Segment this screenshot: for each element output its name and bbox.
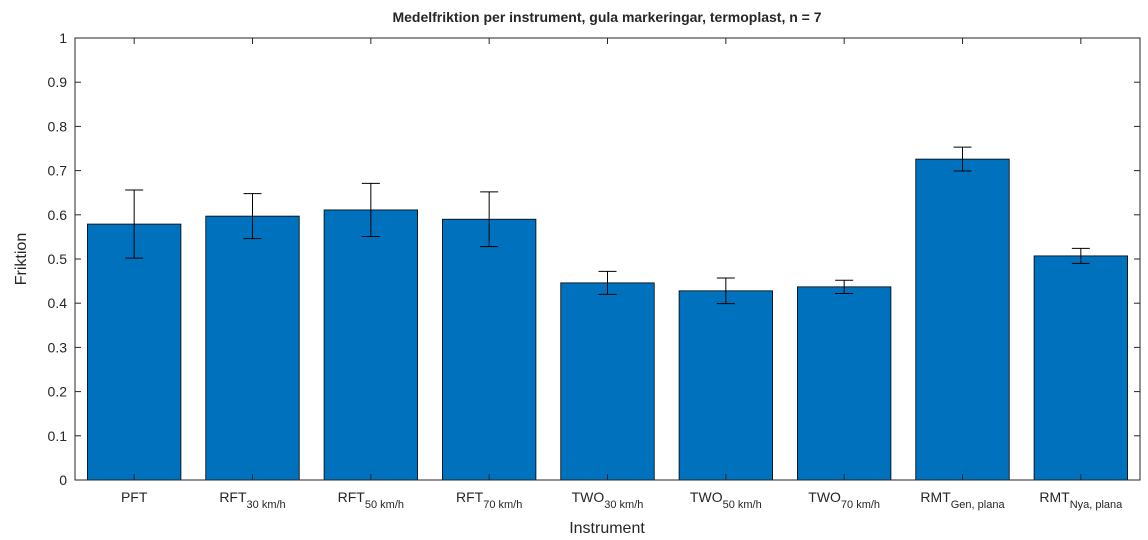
x-tick-label: RFT30 km/h — [219, 489, 285, 511]
x-tick-label-subscript: Gen, plana — [951, 499, 1006, 511]
y-axis-label: Friktion — [13, 233, 30, 285]
y-tick-label: 0.5 — [48, 251, 68, 267]
x-tick-label: RFT50 km/h — [338, 489, 404, 511]
y-tick-label: 0.8 — [48, 118, 68, 134]
x-tick-label-subscript: 50 km/h — [723, 499, 762, 511]
x-axis-label: Instrument — [569, 520, 645, 537]
bar — [323, 209, 418, 481]
x-tick-label-main: RMT — [1039, 489, 1070, 505]
x-tick-label-main: PFT — [121, 489, 148, 505]
x-tick-label-main: RFT — [456, 489, 484, 505]
y-tick-label: 0.3 — [48, 339, 68, 355]
x-tick-label: TWO50 km/h — [690, 489, 762, 511]
x-tick-label-subscript: 30 km/h — [247, 499, 286, 511]
x-tick-label: RFT70 km/h — [456, 489, 522, 511]
x-tick-label-main: TWO — [808, 489, 841, 505]
y-tick-label: 0.6 — [48, 207, 68, 223]
y-tick-label: 0.4 — [48, 295, 68, 311]
y-tick-label: 1 — [59, 30, 67, 46]
x-tick-label: RMTGen, plana — [920, 489, 1005, 511]
x-tick-label-subscript: 50 km/h — [365, 499, 404, 511]
error-bar — [480, 191, 499, 248]
y-tick-label: 0.7 — [48, 163, 68, 179]
error-bar — [243, 193, 262, 240]
x-tick-label-main: TWO — [572, 489, 605, 505]
y-tick-label: 0 — [59, 472, 67, 488]
bar — [87, 223, 182, 481]
x-tick-label-main: RFT — [219, 489, 247, 505]
error-bar — [953, 146, 972, 172]
x-tick-label-main: TWO — [690, 489, 723, 505]
bar — [205, 215, 300, 481]
y-tick-label: 0.2 — [48, 384, 68, 400]
plot-frame — [74, 37, 1141, 481]
x-tick-label-main: RMT — [920, 489, 951, 505]
y-tick-label: 0.9 — [48, 74, 68, 90]
error-bar — [361, 182, 380, 237]
x-tick-label: RMTNya, plana — [1039, 489, 1123, 511]
x-tick-label: TWO30 km/h — [572, 489, 644, 511]
x-tick-label-subscript: 70 km/h — [483, 499, 522, 511]
error-bar — [835, 279, 854, 294]
error-bar — [125, 189, 144, 259]
bar — [560, 282, 655, 481]
x-tick-label-subscript: Nya, plana — [1070, 499, 1123, 511]
bar — [442, 218, 537, 481]
error-bar — [598, 270, 617, 295]
chart-title: Medelfriktion per instrument, gula marke… — [392, 9, 821, 25]
x-tick-label-main: RFT — [338, 489, 366, 505]
x-tick-label: PFT — [121, 489, 148, 505]
x-tick-label-subscript: 30 km/h — [604, 499, 643, 511]
bar — [797, 286, 892, 481]
error-bar — [716, 277, 735, 305]
x-tick-label: TWO70 km/h — [808, 489, 880, 511]
bar — [678, 290, 773, 481]
x-tick-label-subscript: 70 km/h — [841, 499, 880, 511]
error-bar — [1071, 247, 1090, 264]
y-tick-label: 0.1 — [48, 428, 68, 444]
bar — [1033, 255, 1128, 481]
bar — [915, 158, 1010, 481]
